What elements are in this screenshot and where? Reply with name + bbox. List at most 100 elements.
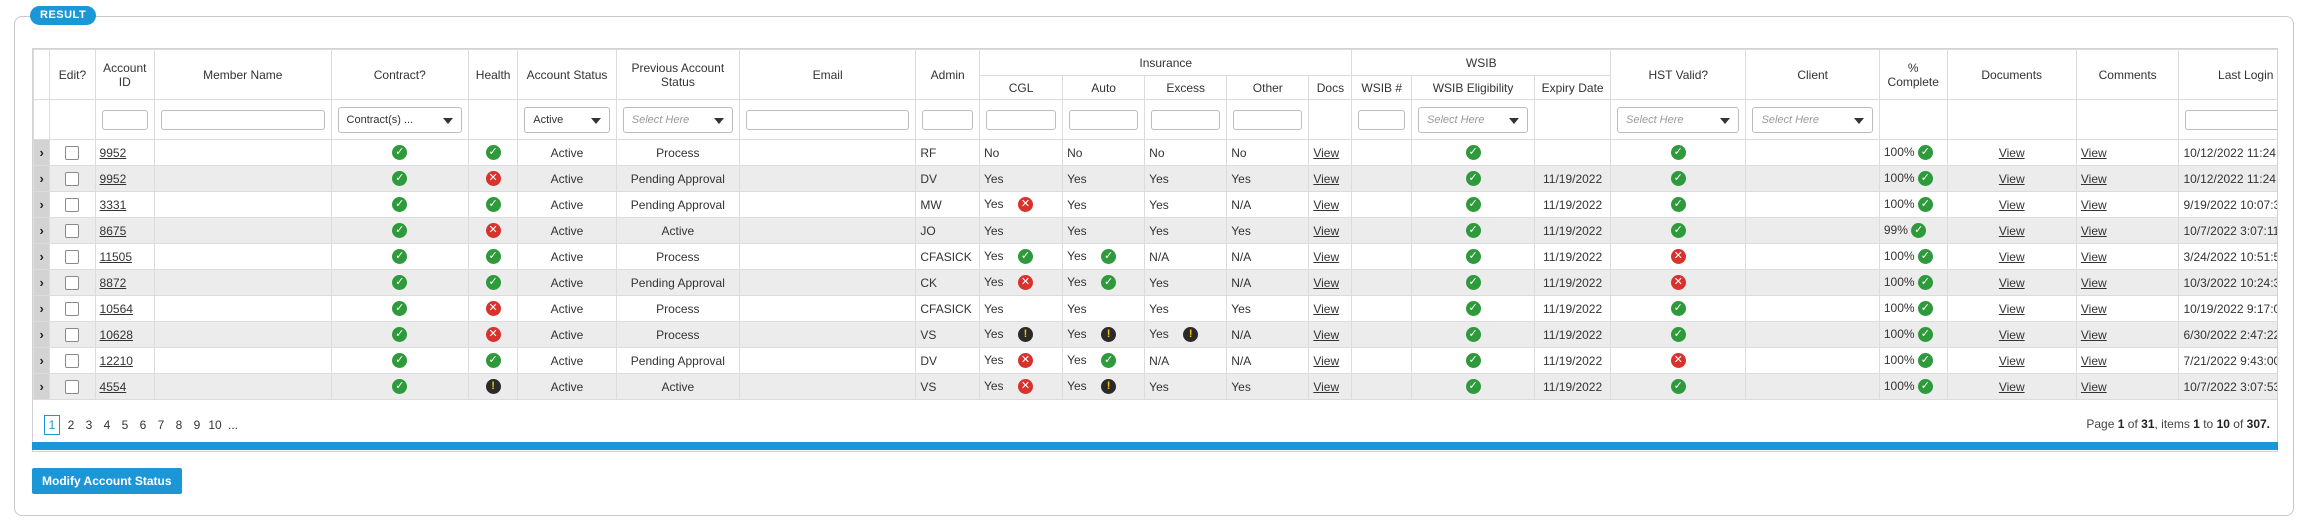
chevron-right-icon[interactable]: › <box>33 217 51 244</box>
account-id-link[interactable]: 12210 <box>99 353 133 368</box>
header-health[interactable]: Health <box>468 49 519 100</box>
filter-email-input[interactable] <box>745 109 910 130</box>
header-cgl[interactable]: CGL <box>978 75 1064 100</box>
filter-account-status-select[interactable]: Active <box>524 106 610 133</box>
documents-view-link[interactable]: View <box>1998 197 2025 212</box>
header-pct-complete[interactable]: % Complete <box>1878 49 1948 100</box>
documents-view-link[interactable]: View <box>1998 301 2025 316</box>
page-link[interactable]: ... <box>227 418 238 432</box>
filter-auto-input[interactable] <box>1069 109 1139 130</box>
page-link[interactable]: 5 <box>121 418 129 432</box>
filter-client-select[interactable]: Select Here <box>1752 106 1873 133</box>
comments-view-link[interactable]: View <box>2080 145 2107 160</box>
header-account-status[interactable]: Account Status <box>517 49 617 100</box>
edit-checkbox[interactable] <box>65 223 80 238</box>
chevron-right-icon[interactable]: › <box>33 139 51 166</box>
header-auto[interactable]: Auto <box>1062 75 1146 100</box>
header-member-name[interactable]: Member Name <box>154 49 332 100</box>
header-account-id[interactable]: Account ID <box>94 49 156 100</box>
account-id-link[interactable]: 8675 <box>99 223 127 238</box>
documents-view-link[interactable]: View <box>1998 327 2025 342</box>
docs-view-link[interactable]: View <box>1313 353 1340 368</box>
edit-checkbox[interactable] <box>65 145 80 160</box>
account-id-link[interactable]: 3331 <box>99 197 127 212</box>
horizontal-scrollbar[interactable] <box>32 442 2278 450</box>
account-id-link[interactable]: 10564 <box>99 301 133 316</box>
header-excess[interactable]: Excess <box>1144 75 1228 100</box>
docs-view-link[interactable]: View <box>1313 197 1340 212</box>
page-link[interactable]: 4 <box>103 418 111 432</box>
chevron-right-icon[interactable]: › <box>33 165 51 192</box>
edit-checkbox[interactable] <box>65 275 80 290</box>
page-link[interactable]: 6 <box>139 418 147 432</box>
chevron-right-icon[interactable]: › <box>33 269 51 296</box>
docs-view-link[interactable]: View <box>1313 379 1340 394</box>
header-contract[interactable]: Contract? <box>330 49 470 100</box>
edit-checkbox[interactable] <box>65 197 80 212</box>
chevron-right-icon[interactable]: › <box>33 347 51 374</box>
header-documents[interactable]: Documents <box>1946 49 2077 100</box>
filter-wsib-eligibility-select[interactable]: Select Here <box>1417 106 1529 133</box>
comments-view-link[interactable]: View <box>2080 249 2107 264</box>
docs-view-link[interactable]: View <box>1313 171 1340 186</box>
filter-other-input[interactable] <box>1233 109 1303 130</box>
docs-view-link[interactable]: View <box>1313 249 1340 264</box>
header-wsib-num[interactable]: WSIB # <box>1351 75 1412 100</box>
chevron-right-icon[interactable]: › <box>33 243 51 270</box>
account-id-link[interactable]: 9952 <box>99 145 127 160</box>
page-link[interactable]: 3 <box>85 418 93 432</box>
filter-hst-valid-select[interactable]: Select Here <box>1617 106 1740 133</box>
filter-excess-input[interactable] <box>1151 109 1221 130</box>
page-link[interactable]: 1 <box>44 415 60 435</box>
page-link[interactable]: 2 <box>67 418 75 432</box>
edit-checkbox[interactable] <box>65 171 80 186</box>
comments-view-link[interactable]: View <box>2080 275 2107 290</box>
documents-view-link[interactable]: View <box>1998 379 2025 394</box>
edit-checkbox[interactable] <box>65 379 80 394</box>
account-id-link[interactable]: 8872 <box>99 275 127 290</box>
account-id-link[interactable]: 11505 <box>99 249 133 264</box>
header-admin[interactable]: Admin <box>915 49 980 100</box>
docs-view-link[interactable]: View <box>1313 327 1340 342</box>
chevron-right-icon[interactable]: › <box>33 321 51 348</box>
edit-checkbox[interactable] <box>65 249 80 264</box>
header-comments[interactable]: Comments <box>2075 49 2180 100</box>
header-previous-status[interactable]: Previous Account Status <box>615 49 740 100</box>
header-wsib-eligibility[interactable]: WSIB Eligibility <box>1410 75 1536 100</box>
filter-previous-status-select[interactable]: Select Here <box>622 106 733 133</box>
page-link[interactable]: 9 <box>193 418 201 432</box>
documents-view-link[interactable]: View <box>1998 353 2025 368</box>
filter-contract-select[interactable]: Contract(s) ... <box>337 106 463 133</box>
comments-view-link[interactable]: View <box>2080 379 2107 394</box>
filter-member-name-input[interactable] <box>161 109 325 130</box>
page-link[interactable]: 7 <box>157 418 165 432</box>
chevron-right-icon[interactable]: › <box>33 373 51 400</box>
account-id-link[interactable]: 9952 <box>99 171 127 186</box>
docs-view-link[interactable]: View <box>1313 275 1340 290</box>
filter-cgl-input[interactable] <box>985 109 1057 130</box>
documents-view-link[interactable]: View <box>1998 275 2025 290</box>
page-link[interactable]: 10 <box>208 418 222 432</box>
header-last-login[interactable]: Last Login <box>2178 49 2277 100</box>
comments-view-link[interactable]: View <box>2080 327 2107 342</box>
edit-checkbox[interactable] <box>65 353 80 368</box>
modify-account-status-button[interactable]: Modify Account Status <box>32 468 182 494</box>
comments-view-link[interactable]: View <box>2080 197 2107 212</box>
account-id-link[interactable]: 10628 <box>99 327 133 342</box>
docs-view-link[interactable]: View <box>1313 223 1340 238</box>
comments-view-link[interactable]: View <box>2080 301 2107 316</box>
docs-view-link[interactable]: View <box>1313 145 1340 160</box>
filter-admin-input[interactable] <box>922 109 973 130</box>
documents-view-link[interactable]: View <box>1998 145 2025 160</box>
docs-view-link[interactable]: View <box>1313 301 1340 316</box>
filter-last-login-input[interactable] <box>2185 109 2277 130</box>
header-hst-valid[interactable]: HST Valid? <box>1610 49 1747 100</box>
comments-view-link[interactable]: View <box>2080 171 2107 186</box>
documents-view-link[interactable]: View <box>1998 171 2025 186</box>
edit-checkbox[interactable] <box>65 301 80 316</box>
chevron-right-icon[interactable]: › <box>33 295 51 322</box>
filter-account-id-input[interactable] <box>101 109 149 130</box>
header-email[interactable]: Email <box>738 49 917 100</box>
account-id-link[interactable]: 4554 <box>99 379 127 394</box>
documents-view-link[interactable]: View <box>1998 249 2025 264</box>
